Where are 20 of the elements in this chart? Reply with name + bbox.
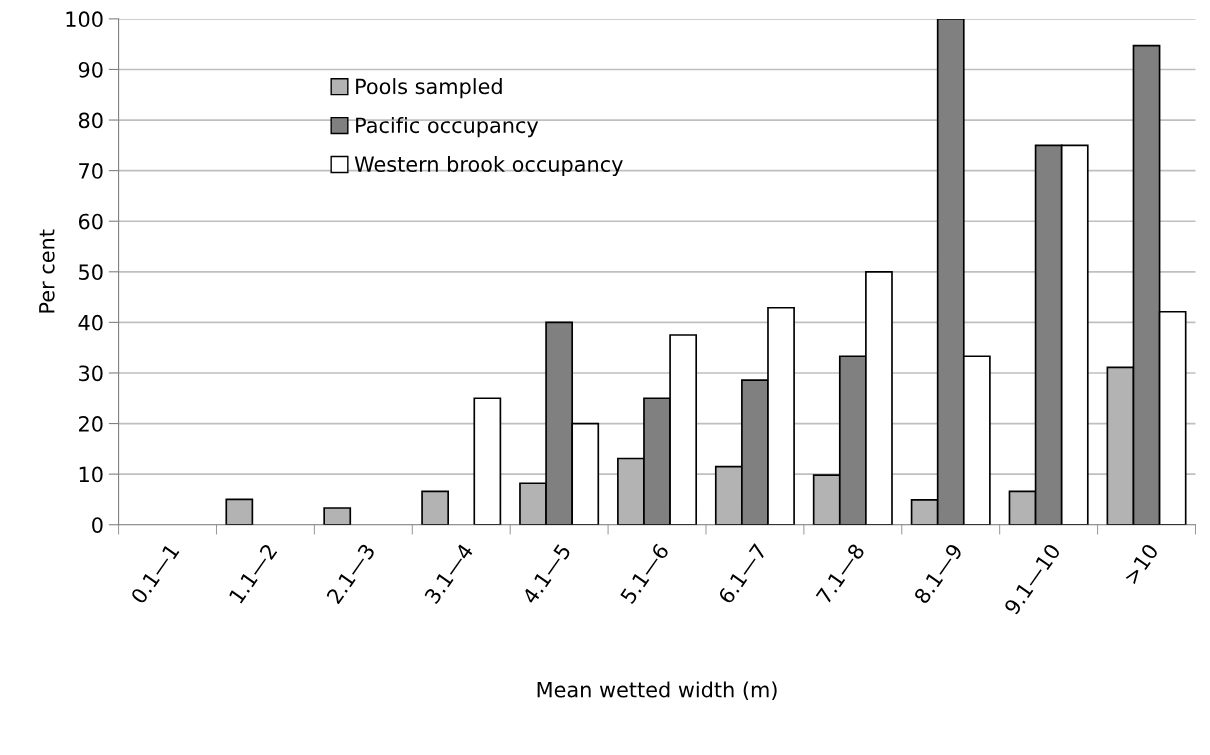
legend-label: Pacific occupancy: [356, 117, 539, 138]
y-tick-label: 60: [78, 213, 103, 230]
x-axis-title: Mean wetted width (m): [537, 681, 777, 700]
y-axis-title: Per cent: [39, 229, 55, 313]
y-tick-label: 40: [78, 314, 103, 331]
y-tick-label: 50: [79, 264, 103, 281]
y-tick-label: 20: [79, 416, 103, 432]
y-tick-label: 70: [79, 163, 103, 179]
bar: [421, 490, 450, 525]
y-tick-label: 0: [92, 517, 103, 533]
legend-label: Pools sampled: [356, 78, 502, 99]
y-tick-label: 30: [79, 365, 103, 382]
y-tick-label: 10: [79, 466, 103, 483]
bar: [225, 498, 254, 525]
y-tick-label: 90: [78, 61, 103, 78]
y-tick-label: 80: [78, 112, 103, 129]
bar: [323, 507, 352, 525]
bar: [473, 397, 502, 525]
legend-label: Western brook occupancy: [354, 155, 623, 177]
y-tick-label: 100: [66, 11, 103, 28]
